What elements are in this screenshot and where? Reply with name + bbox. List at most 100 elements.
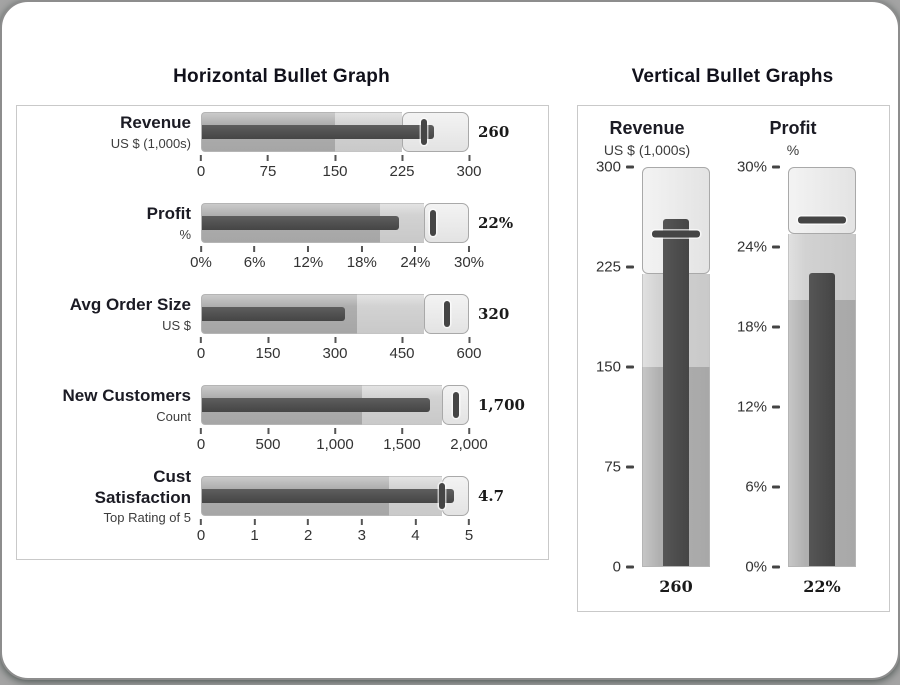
axis-tick-label: 300 (595, 158, 621, 176)
axis-tick-mark (468, 246, 470, 252)
axis-tick-label: 30% (736, 158, 767, 176)
axis-tick: 2 (304, 519, 312, 544)
measure-bar (202, 216, 399, 230)
metric-units: US $ (162, 317, 191, 333)
axis-tick-mark (401, 155, 403, 161)
axis-tick-label: 225 (595, 258, 621, 276)
vertical-bullet-revenue: Revenue US $ (1,000s) 300 225 150 75 0 260 (584, 118, 710, 596)
metric-name: Cust Satisfaction (94, 466, 191, 507)
measure-bar (202, 489, 454, 503)
axis-tick-mark (307, 519, 310, 525)
axis-tick-mark (468, 337, 470, 343)
axis-tick-mark (772, 485, 780, 489)
vertical-panel: Revenue US $ (1,000s) 300 225 150 75 0 260 Profi… (577, 105, 890, 612)
measure-bar (202, 307, 345, 321)
axis-tick-label: 0% (745, 558, 767, 576)
axis: 30% 24% 18% 12% 6% 0% (730, 159, 780, 576)
axis-tick-label: 2 (304, 527, 313, 544)
axis-tick: 300 (596, 159, 634, 176)
axis: 0 500 1,000 1,500 2,000 (197, 428, 488, 454)
axis-tick-label: 75 (604, 458, 621, 476)
axis-tick-mark (253, 519, 256, 525)
axis: 0 150 300 450 600 (197, 337, 482, 363)
axis-tick-mark (468, 519, 470, 525)
target-marker (443, 301, 450, 327)
axis-tick-mark (772, 245, 780, 249)
axis-tick-label: 0 (196, 163, 206, 180)
bullet-chart: 300 225 150 75 0 (584, 159, 710, 576)
axis-tick-label: 0 (196, 436, 206, 453)
axis-tick-label: 18% (346, 254, 377, 271)
axis-tick: 6% (745, 479, 780, 496)
axis-tick-mark (626, 165, 634, 169)
axis-tick: 0% (745, 559, 780, 576)
target-marker (798, 216, 846, 224)
axis-tick-label: 18% (736, 318, 767, 336)
axis-tick: 6% (244, 246, 265, 271)
axis-tick: 150 (322, 155, 348, 180)
bullet-track (201, 476, 469, 516)
metric-label: Revenue US $ (1,000s) (19, 112, 201, 152)
measure-bar (809, 272, 835, 566)
axis-tick: 300 (322, 337, 348, 362)
bullet-chart: 0 1 2 3 4 5 (197, 476, 473, 564)
axis-tick-mark (334, 155, 336, 161)
axis: 0 75 150 225 300 (197, 155, 482, 181)
target-marker (439, 483, 446, 509)
value-label: 320 (478, 305, 510, 323)
axis-tick-mark (200, 428, 202, 434)
horizontal-panel: Revenue US $ (1,000s) 0 75 150 225 300 260 Profi… (16, 105, 549, 560)
metric-units: Top Rating of 5 (103, 510, 191, 526)
metric-name: New Customers (62, 386, 191, 406)
bullet-track (201, 203, 469, 243)
metric-name: Revenue (120, 113, 191, 133)
axis-tick-mark (400, 428, 403, 434)
value-label: 22% (478, 214, 514, 232)
measure-bar (202, 125, 435, 139)
bullet-chart: 0 500 1,000 1,500 2,000 (197, 385, 488, 473)
axis-tick: 300 (456, 155, 482, 180)
axis-tick-label: 75 (259, 163, 277, 180)
axis-tick-label: 5 (464, 527, 474, 544)
value-label: 1,700 (478, 396, 525, 414)
axis-tick: 600 (456, 337, 482, 362)
value-label: 4.7 (478, 487, 505, 505)
axis-tick: 500 (255, 428, 281, 453)
axis-tick-label: 450 (389, 345, 415, 362)
axis-tick: 0 (197, 428, 205, 453)
axis-tick: 75 (259, 155, 277, 180)
axis-tick: 3 (358, 519, 366, 544)
metric-label: New Customers Count (19, 385, 201, 425)
bullet-row-cust-satisfaction: Cust Satisfaction Top Rating of 5 0 1 2 3 4 5 4.… (19, 467, 546, 564)
axis-tick-label: 1 (250, 527, 259, 544)
axis-tick: 18% (347, 246, 377, 271)
axis-tick-label: 24% (736, 238, 767, 256)
metric-units: Count (156, 408, 191, 424)
axis-tick: 0 (197, 155, 205, 180)
axis-tick: 1,500 (383, 428, 421, 453)
axis-tick-mark (360, 246, 363, 252)
axis-tick: 4 (411, 519, 420, 544)
axis-tick-label: 0 (196, 345, 206, 362)
axis-tick-label: 150 (255, 345, 281, 362)
axis-tick-mark (267, 155, 269, 161)
axis-tick: 30% (737, 159, 780, 176)
axis-tick-label: 225 (389, 163, 415, 180)
axis-tick-mark (200, 246, 202, 252)
metric-units: US $ (1,000s) (603, 142, 691, 158)
bullet-row-profit: Profit% 0% 6% 12% 18% 24% 30% 22% (19, 203, 546, 291)
value-label: 260 (478, 123, 510, 141)
bullet-row-avg-order-size: Avg Order Size US $ 0 150 300 450 600 320 (19, 294, 546, 382)
metric-label: Profit% (19, 203, 201, 243)
axis-tick-mark (626, 365, 634, 369)
bullet-row-revenue: Revenue US $ (1,000s) 0 75 150 225 300 260 (19, 112, 546, 200)
axis-tick-mark (401, 337, 403, 343)
axis-tick-label: 150 (595, 358, 621, 376)
bullet-chart: 30% 24% 18% 12% 6% 0% (730, 159, 856, 576)
axis-tick: 12% (293, 246, 323, 271)
axis-tick: 0 (613, 559, 634, 576)
bullet-track (788, 167, 856, 567)
axis-tick: 1 (250, 519, 259, 544)
axis-tick: 150 (255, 337, 281, 362)
